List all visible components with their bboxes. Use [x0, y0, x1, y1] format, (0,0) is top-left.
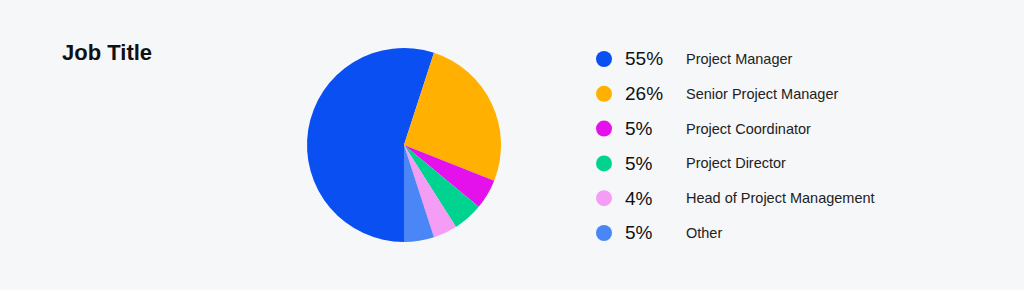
- svg-text:5%: 5%: [625, 118, 653, 139]
- svg-text:5%: 5%: [625, 153, 653, 174]
- svg-text:55%: 55%: [625, 48, 663, 69]
- svg-text:Head of Project Management: Head of Project Management: [686, 190, 875, 206]
- svg-text:Project Coordinator: Project Coordinator: [686, 121, 811, 137]
- svg-text:Job Title: Job Title: [62, 40, 152, 65]
- svg-text:Senior Project Manager: Senior Project Manager: [686, 86, 838, 102]
- svg-text:Other: Other: [686, 225, 722, 241]
- svg-text:26%: 26%: [625, 83, 663, 104]
- svg-text:5%: 5%: [625, 222, 653, 243]
- svg-text:4%: 4%: [625, 188, 653, 209]
- svg-text:Project Manager: Project Manager: [686, 51, 793, 67]
- svg-text:Project Director: Project Director: [686, 155, 786, 171]
